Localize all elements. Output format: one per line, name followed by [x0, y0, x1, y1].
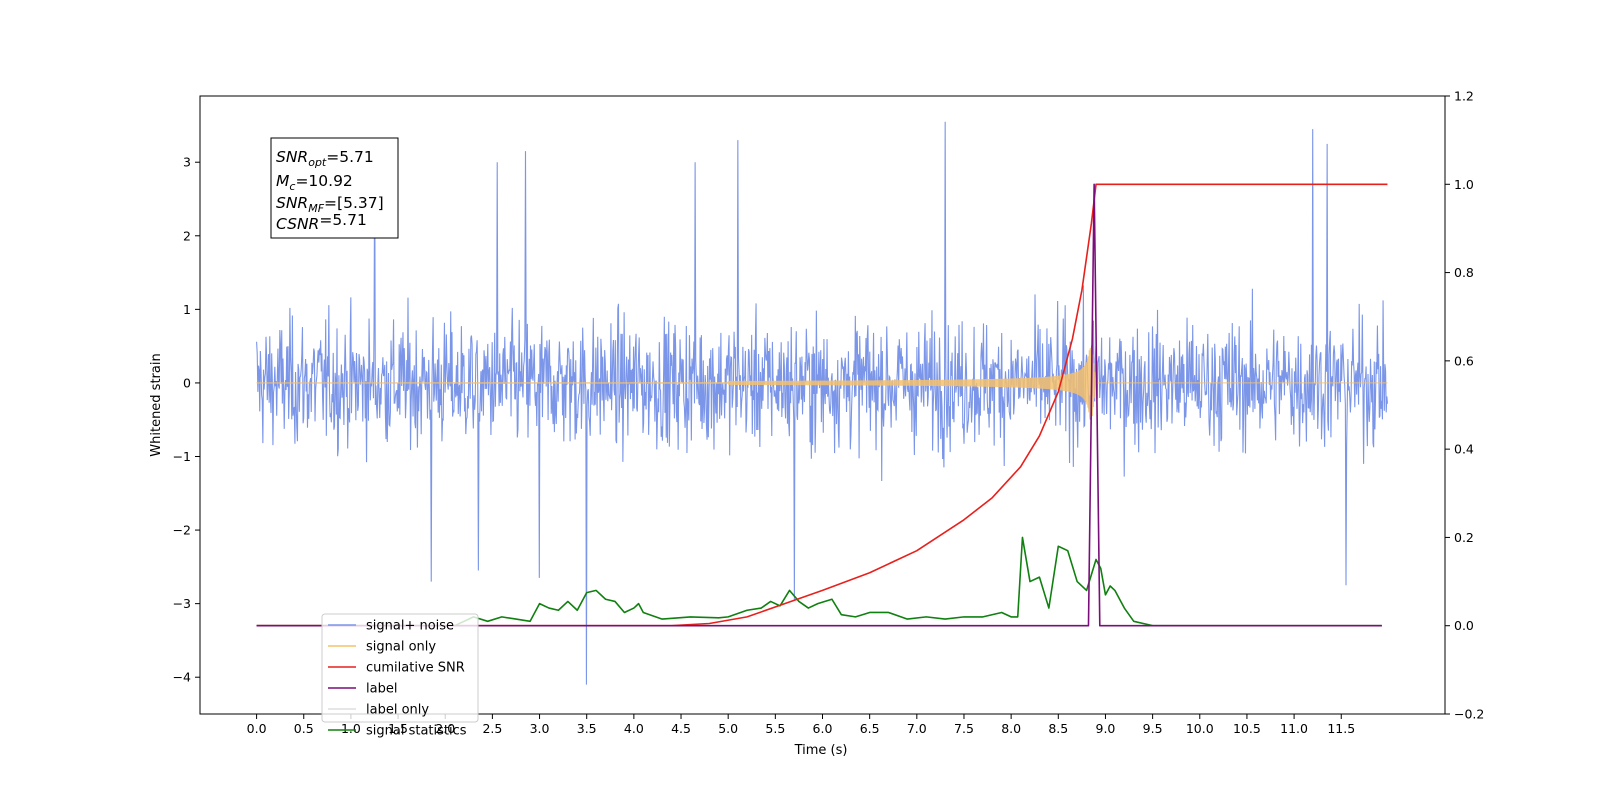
- x-tick-label: 2.5: [482, 721, 502, 736]
- y-tick-label: −3: [173, 596, 191, 611]
- info-line-mc: Mc=10.92: [276, 172, 353, 193]
- x-tick-label: 5.5: [765, 721, 785, 736]
- info-line-snr-mf: SNRMF=[5.37]: [276, 194, 384, 215]
- x-tick-label: 3.5: [577, 721, 597, 736]
- legend-label: label only: [366, 703, 429, 718]
- series-signal-only: [256, 345, 1388, 425]
- info-line-snr-opt: SNRopt=5.71: [276, 148, 374, 169]
- y2-tick-label: 0.6: [1454, 353, 1474, 368]
- x-tick-label: 8.5: [1048, 721, 1068, 736]
- y2-tick-label: 1.0: [1454, 177, 1474, 192]
- y-tick-label: 0: [183, 375, 191, 390]
- x-tick-label: 1.0: [341, 721, 361, 736]
- series-cumulative-snr: [256, 183, 1388, 627]
- info-box: SNRopt=5.71 Mc=10.92 SNRMF=[5.37] CSNR=5…: [270, 137, 399, 239]
- y2-tick-label: −0.2: [1454, 707, 1484, 722]
- x-tick-label: 0.0: [247, 721, 267, 736]
- x-axis-label: Time (s): [794, 743, 848, 758]
- x-tick-label: 9.5: [1143, 721, 1163, 736]
- y-tick-label: −1: [173, 449, 191, 464]
- x-tick-label: 11.0: [1280, 721, 1308, 736]
- y2-tick-label: 0.4: [1454, 442, 1474, 457]
- x-tick-label: 4.5: [671, 721, 691, 736]
- legend-label: signal statistics: [366, 724, 467, 739]
- x-tick-label: 10.5: [1233, 721, 1261, 736]
- series-label: [256, 183, 1382, 627]
- x-tick-label: 2.0: [435, 721, 455, 736]
- y-axis-label: Whitened strain: [149, 353, 164, 456]
- legend: signal+ noise signal only cumilative SNR la…: [321, 613, 479, 739]
- y-tick-label: −4: [173, 670, 191, 685]
- x-tick-label: 0.5: [294, 721, 314, 736]
- y-tick-label: −2: [173, 523, 191, 538]
- x-tick-label: 6.5: [860, 721, 880, 736]
- x-tick-label: 1.5: [388, 721, 408, 736]
- x-tick-label: 9.0: [1096, 721, 1116, 736]
- x-tick-label: 4.0: [624, 721, 644, 736]
- x-tick-label: 10.0: [1186, 721, 1214, 736]
- info-line-csnr: CSNR=5.71: [276, 211, 367, 233]
- legend-label: label: [366, 682, 397, 697]
- y2-tick-label: 1.2: [1454, 89, 1474, 104]
- series-signal-statistics: [256, 536, 1382, 627]
- legend-label: signal+ noise: [366, 619, 454, 634]
- legend-frame: [321, 613, 479, 723]
- y2-tick-label: 0.2: [1454, 530, 1474, 545]
- legend-label: signal only: [366, 640, 436, 655]
- legend-label: cumilative SNR: [366, 661, 465, 676]
- x-tick-label: 3.0: [530, 721, 550, 736]
- x-tick-label: 7.5: [954, 721, 974, 736]
- y-tick-label: 3: [183, 155, 191, 170]
- y-tick-label: 1: [183, 302, 191, 317]
- y-tick-label: 2: [183, 228, 191, 243]
- y2-tick-label: 0.0: [1454, 618, 1474, 633]
- x-tick-label: 6.0: [813, 721, 833, 736]
- x-tick-label: 7.0: [907, 721, 927, 736]
- y2-tick-label: 0.8: [1454, 265, 1474, 280]
- x-tick-label: 5.0: [718, 721, 738, 736]
- x-tick-label: 8.0: [1001, 721, 1021, 736]
- info-box-frame: [270, 137, 399, 239]
- x-tick-label: 11.5: [1327, 721, 1355, 736]
